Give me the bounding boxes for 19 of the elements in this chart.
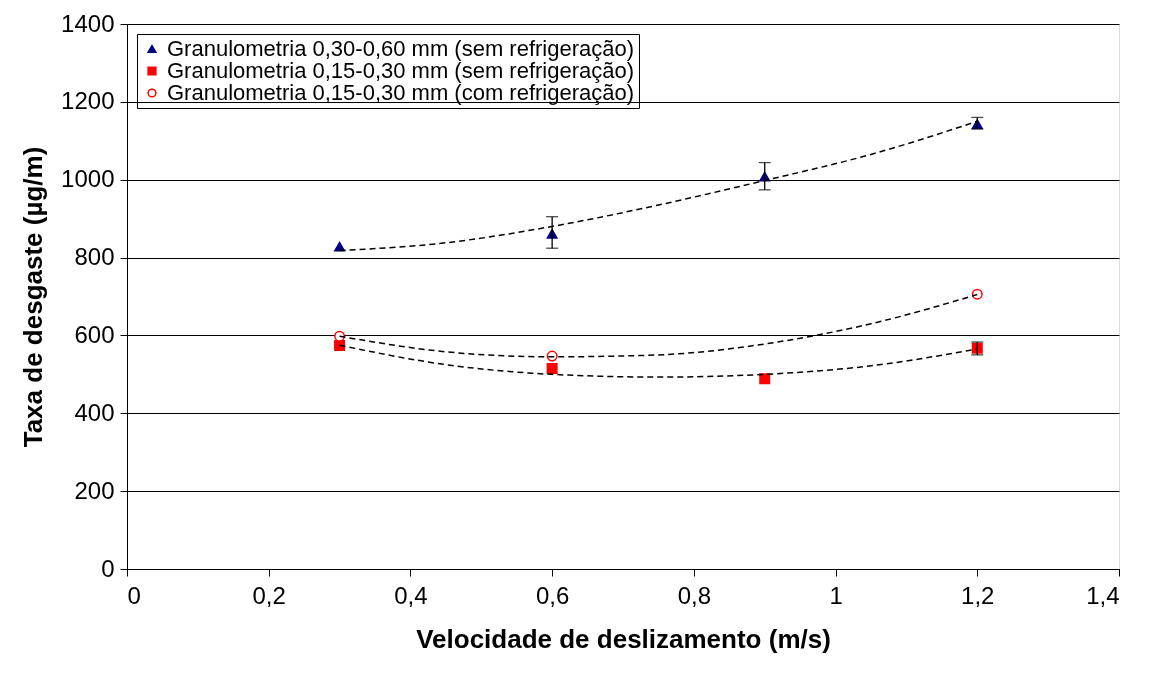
x-tick-label: 1,4	[1086, 581, 1120, 609]
x-tick-label: 0,6	[535, 581, 570, 609]
x-tick-label: 0,2	[252, 581, 286, 609]
x-tick-label: 0,8	[677, 581, 712, 609]
x-tick-label: 1,2	[961, 581, 995, 609]
x-tick-label: 1	[829, 581, 843, 609]
y-tick-label: 400	[74, 398, 115, 426]
y-tick-label: 600	[74, 320, 115, 348]
x-tick-label: 0	[127, 581, 141, 609]
legend-label: Granulometria 0,30-0,60 mm (sem refrigeração)	[167, 36, 635, 61]
x-axis-title: Velocidade de deslizamento (m/s)	[416, 623, 831, 654]
y-tick-label: 1200	[61, 87, 115, 115]
y-tick-label: 0	[101, 554, 115, 582]
x-tick-label: 0,4	[394, 581, 428, 609]
y-tick-label: 200	[74, 476, 115, 504]
y-tick-label: 800	[74, 243, 115, 271]
y-tick-label: 1000	[61, 165, 115, 193]
y-axis-title: Taxa de desgaste (µg/m)	[18, 146, 49, 448]
y-tick-label: 1400	[61, 9, 115, 37]
